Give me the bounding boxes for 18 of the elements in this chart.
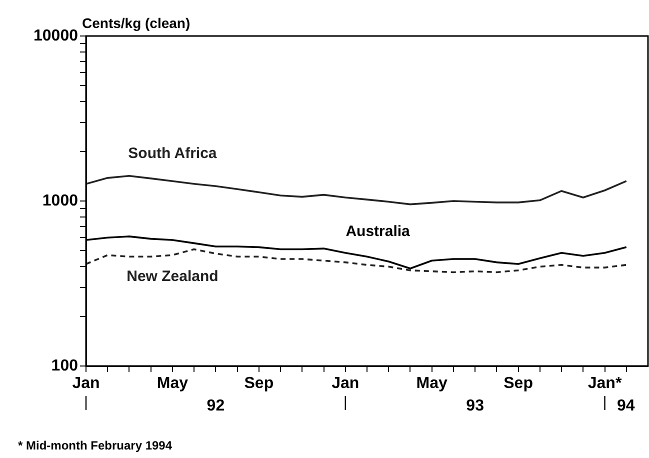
x-tick-label: Sep [504,375,534,392]
text: 92 [206,397,225,414]
text: 94 [616,397,635,414]
y-tick-label: 10000 [34,27,78,44]
series-label: New Zealand [126,268,218,286]
x-tick-label: Jan* [588,375,622,392]
text: 93 [466,397,484,414]
x-tick-label: May [156,375,188,392]
series-label: Australia [346,223,411,240]
x-tick-label: Jan [72,375,100,392]
text: * Mid-month February 1994 [18,438,172,452]
y-tick-label: 100 [51,357,78,374]
y-tick-label: 1000 [42,192,78,210]
x-tick-label: May [416,375,448,392]
x-tick-label: Sep [244,375,274,392]
y-axis-title: Cents/kg (clean) [82,14,190,31]
x-tick-label: Jan [332,375,360,392]
series-label: South Africa [128,145,218,162]
